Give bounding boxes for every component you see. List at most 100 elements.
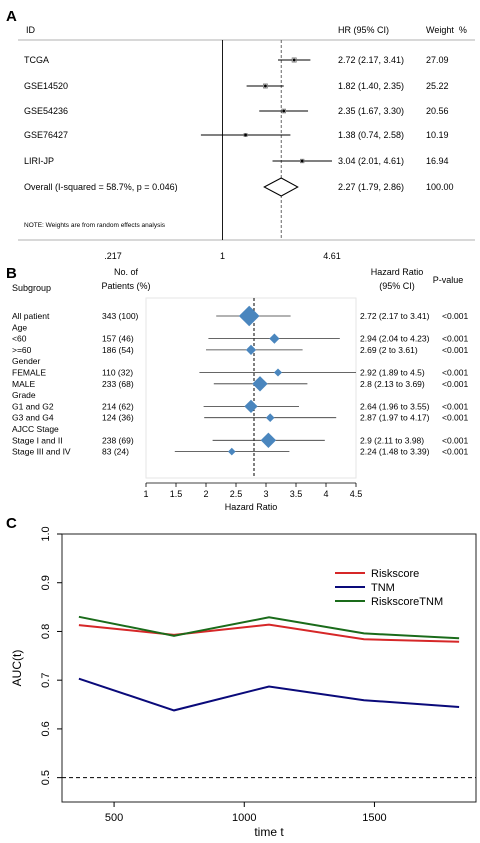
subgroup-label: Gender bbox=[12, 356, 41, 366]
weights-note: NOTE: Weights are from random effects an… bbox=[24, 222, 166, 229]
overall-hr-text: 2.27 (1.79, 2.86) bbox=[338, 182, 404, 192]
subgroup-p-value: <0.001 bbox=[442, 435, 469, 445]
subgroup-patients: 83 (24) bbox=[102, 447, 129, 457]
panel-a-tick-label: .217 bbox=[104, 251, 122, 261]
header-weight-unit: % bbox=[459, 25, 467, 35]
subgroup-patients: 186 (54) bbox=[102, 345, 134, 355]
header-hazard-ratio: Hazard Ratio (95% CI) bbox=[371, 267, 424, 291]
subgroup-patients: 233 (68) bbox=[102, 379, 134, 389]
header-patients-line: Patients (%) bbox=[101, 281, 150, 291]
subgroup-hr-text: 2.87 (1.97 to 4.17) bbox=[360, 413, 430, 423]
header-weight-label: Weight bbox=[426, 25, 454, 35]
subgroup-label: Stage III and IV bbox=[12, 447, 71, 457]
panel-b-tick-label: 3 bbox=[263, 489, 268, 499]
subgroup-patients: 343 (100) bbox=[102, 311, 139, 321]
study-hr-text: 1.38 (0.74, 2.58) bbox=[338, 130, 404, 140]
panel-c-series bbox=[78, 615, 460, 712]
panel-b-tick-label: 2 bbox=[203, 489, 208, 499]
panel-b-x-axis: 1 1.5 2 2.5 3 3.5 4 4.5 bbox=[143, 482, 363, 499]
subgroup-hr-text: 2.72 (2.17 to 3.41) bbox=[360, 311, 430, 321]
subgroup-label: MALE bbox=[12, 379, 35, 389]
subgroup-p-value: <0.001 bbox=[442, 311, 469, 321]
subgroup-patients: 110 (32) bbox=[102, 368, 133, 378]
series-line-tnm bbox=[78, 677, 460, 712]
panel-b-tick-label: 4.5 bbox=[350, 489, 363, 499]
header-patients-line: No. of bbox=[114, 267, 139, 277]
panel-label-b: B bbox=[6, 265, 17, 282]
subgroup-diamond bbox=[252, 376, 268, 392]
panel-a-tick-label: 1 bbox=[220, 251, 225, 261]
subgroup-p-value: <0.001 bbox=[442, 334, 469, 344]
subgroup-patients: 214 (62) bbox=[102, 401, 134, 411]
panel-c-auc-line-chart: C 0.5 0.6 0.7 0.8 0.9 1.0 500 1000 1500 Riskscor… bbox=[6, 515, 477, 839]
study-label: LIRI-JP bbox=[24, 156, 54, 166]
subgroup-label: FEMALE bbox=[12, 368, 46, 378]
panel-c-y-tick-label: 0.5 bbox=[40, 770, 52, 785]
header-p-value: P-value bbox=[433, 275, 464, 285]
subgroup-p-value: <0.001 bbox=[442, 368, 469, 378]
subgroup-patients: 157 (46) bbox=[102, 334, 134, 344]
panel-b-tick-label: 4 bbox=[323, 489, 328, 499]
study-hr-text: 1.82 (1.40, 2.35) bbox=[338, 81, 404, 91]
panel-b-subgroup-forest-plot: B Subgroup No. of Patients (%) Hazard Rat… bbox=[6, 265, 469, 512]
subgroup-p-value: <0.001 bbox=[442, 413, 469, 423]
subgroup-p-value: <0.001 bbox=[442, 379, 469, 389]
panel-b-plot-area bbox=[145, 297, 357, 479]
study-point bbox=[300, 159, 304, 163]
subgroup-hr-text: 2.69 (2 to 3.61) bbox=[360, 345, 418, 355]
study-point bbox=[263, 84, 267, 88]
panel-b-x-label: Hazard Ratio bbox=[225, 502, 278, 512]
panel-label-a: A bbox=[6, 8, 17, 25]
study-weight-text: 20.56 bbox=[426, 106, 449, 116]
subgroup-p-value: <0.001 bbox=[442, 447, 469, 457]
overall-label: Overall (I-squared = 58.7%, p = 0.046) bbox=[24, 182, 178, 192]
panel-a-rows: TCGA 2.72 (2.17, 3.41) 27.09 GSE14520 1.82 (… bbox=[24, 40, 454, 240]
header-subgroup: Subgroup bbox=[12, 283, 51, 293]
panel-c-x-tick-label: 1000 bbox=[232, 812, 256, 824]
subgroup-diamond bbox=[260, 432, 277, 448]
panel-c-y-tick-label: 0.7 bbox=[40, 673, 52, 688]
legend-label: TNM bbox=[371, 582, 395, 594]
panel-c-y-tick-label: 0.6 bbox=[40, 721, 52, 736]
subgroup-patients: 124 (36) bbox=[102, 413, 134, 423]
study-hr-text: 3.04 (2.01, 4.61) bbox=[338, 156, 404, 166]
study-point bbox=[244, 133, 247, 137]
series-line-riskscoretnm bbox=[78, 615, 460, 640]
legend-label: Riskscore bbox=[371, 568, 419, 580]
study-weight-text: 27.09 bbox=[426, 55, 449, 65]
subgroup-patients: 238 (69) bbox=[102, 435, 134, 445]
study-label: GSE54236 bbox=[24, 106, 68, 116]
subgroup-p-value: <0.001 bbox=[442, 401, 469, 411]
study-label: GSE76427 bbox=[24, 130, 68, 140]
study-point bbox=[292, 58, 296, 62]
subgroup-label: Stage I and II bbox=[12, 435, 63, 445]
panel-c-plot-frame bbox=[61, 533, 477, 803]
study-label: TCGA bbox=[24, 55, 49, 65]
panel-b-tick-label: 1.5 bbox=[170, 489, 183, 499]
subgroup-hr-text: 2.94 (2.04 to 4.23) bbox=[360, 334, 430, 344]
study-hr-text: 2.72 (2.17, 3.41) bbox=[338, 55, 404, 65]
subgroup-label: G3 and G4 bbox=[12, 413, 54, 423]
study-hr-text: 2.35 (1.67, 3.30) bbox=[338, 106, 404, 116]
subgroup-label: <60 bbox=[12, 334, 27, 344]
subgroup-diamond bbox=[238, 305, 260, 327]
subgroup-hr-text: 2.64 (1.96 to 3.55) bbox=[360, 401, 430, 411]
subgroup-label: All patient bbox=[12, 311, 50, 321]
subgroup-hr-text: 2.9 (2.11 to 3.98) bbox=[360, 435, 424, 445]
header-weight: Weight% bbox=[426, 25, 467, 35]
panel-c-axes: 0.5 0.6 0.7 0.8 0.9 1.0 500 1000 1500 bbox=[40, 526, 476, 824]
study-point bbox=[282, 109, 286, 113]
panel-b-tick-label: 3.5 bbox=[290, 489, 303, 499]
subgroup-label: Grade bbox=[12, 390, 36, 400]
study-weight-text: 16.94 bbox=[426, 156, 449, 166]
header-patients: No. of Patients (%) bbox=[101, 267, 150, 291]
panel-c-y-label: AUC(t) bbox=[10, 650, 24, 687]
study-label: GSE14520 bbox=[24, 81, 68, 91]
panel-label-c: C bbox=[6, 515, 17, 532]
header-hr: HR (95% CI) bbox=[338, 25, 389, 35]
subgroup-hr-text: 2.24 (1.48 to 3.39) bbox=[360, 447, 430, 457]
study-weight-text: 25.22 bbox=[426, 81, 449, 91]
panel-c-y-tick-label: 0.9 bbox=[40, 575, 52, 590]
header-hr-line: Hazard Ratio bbox=[371, 267, 424, 277]
